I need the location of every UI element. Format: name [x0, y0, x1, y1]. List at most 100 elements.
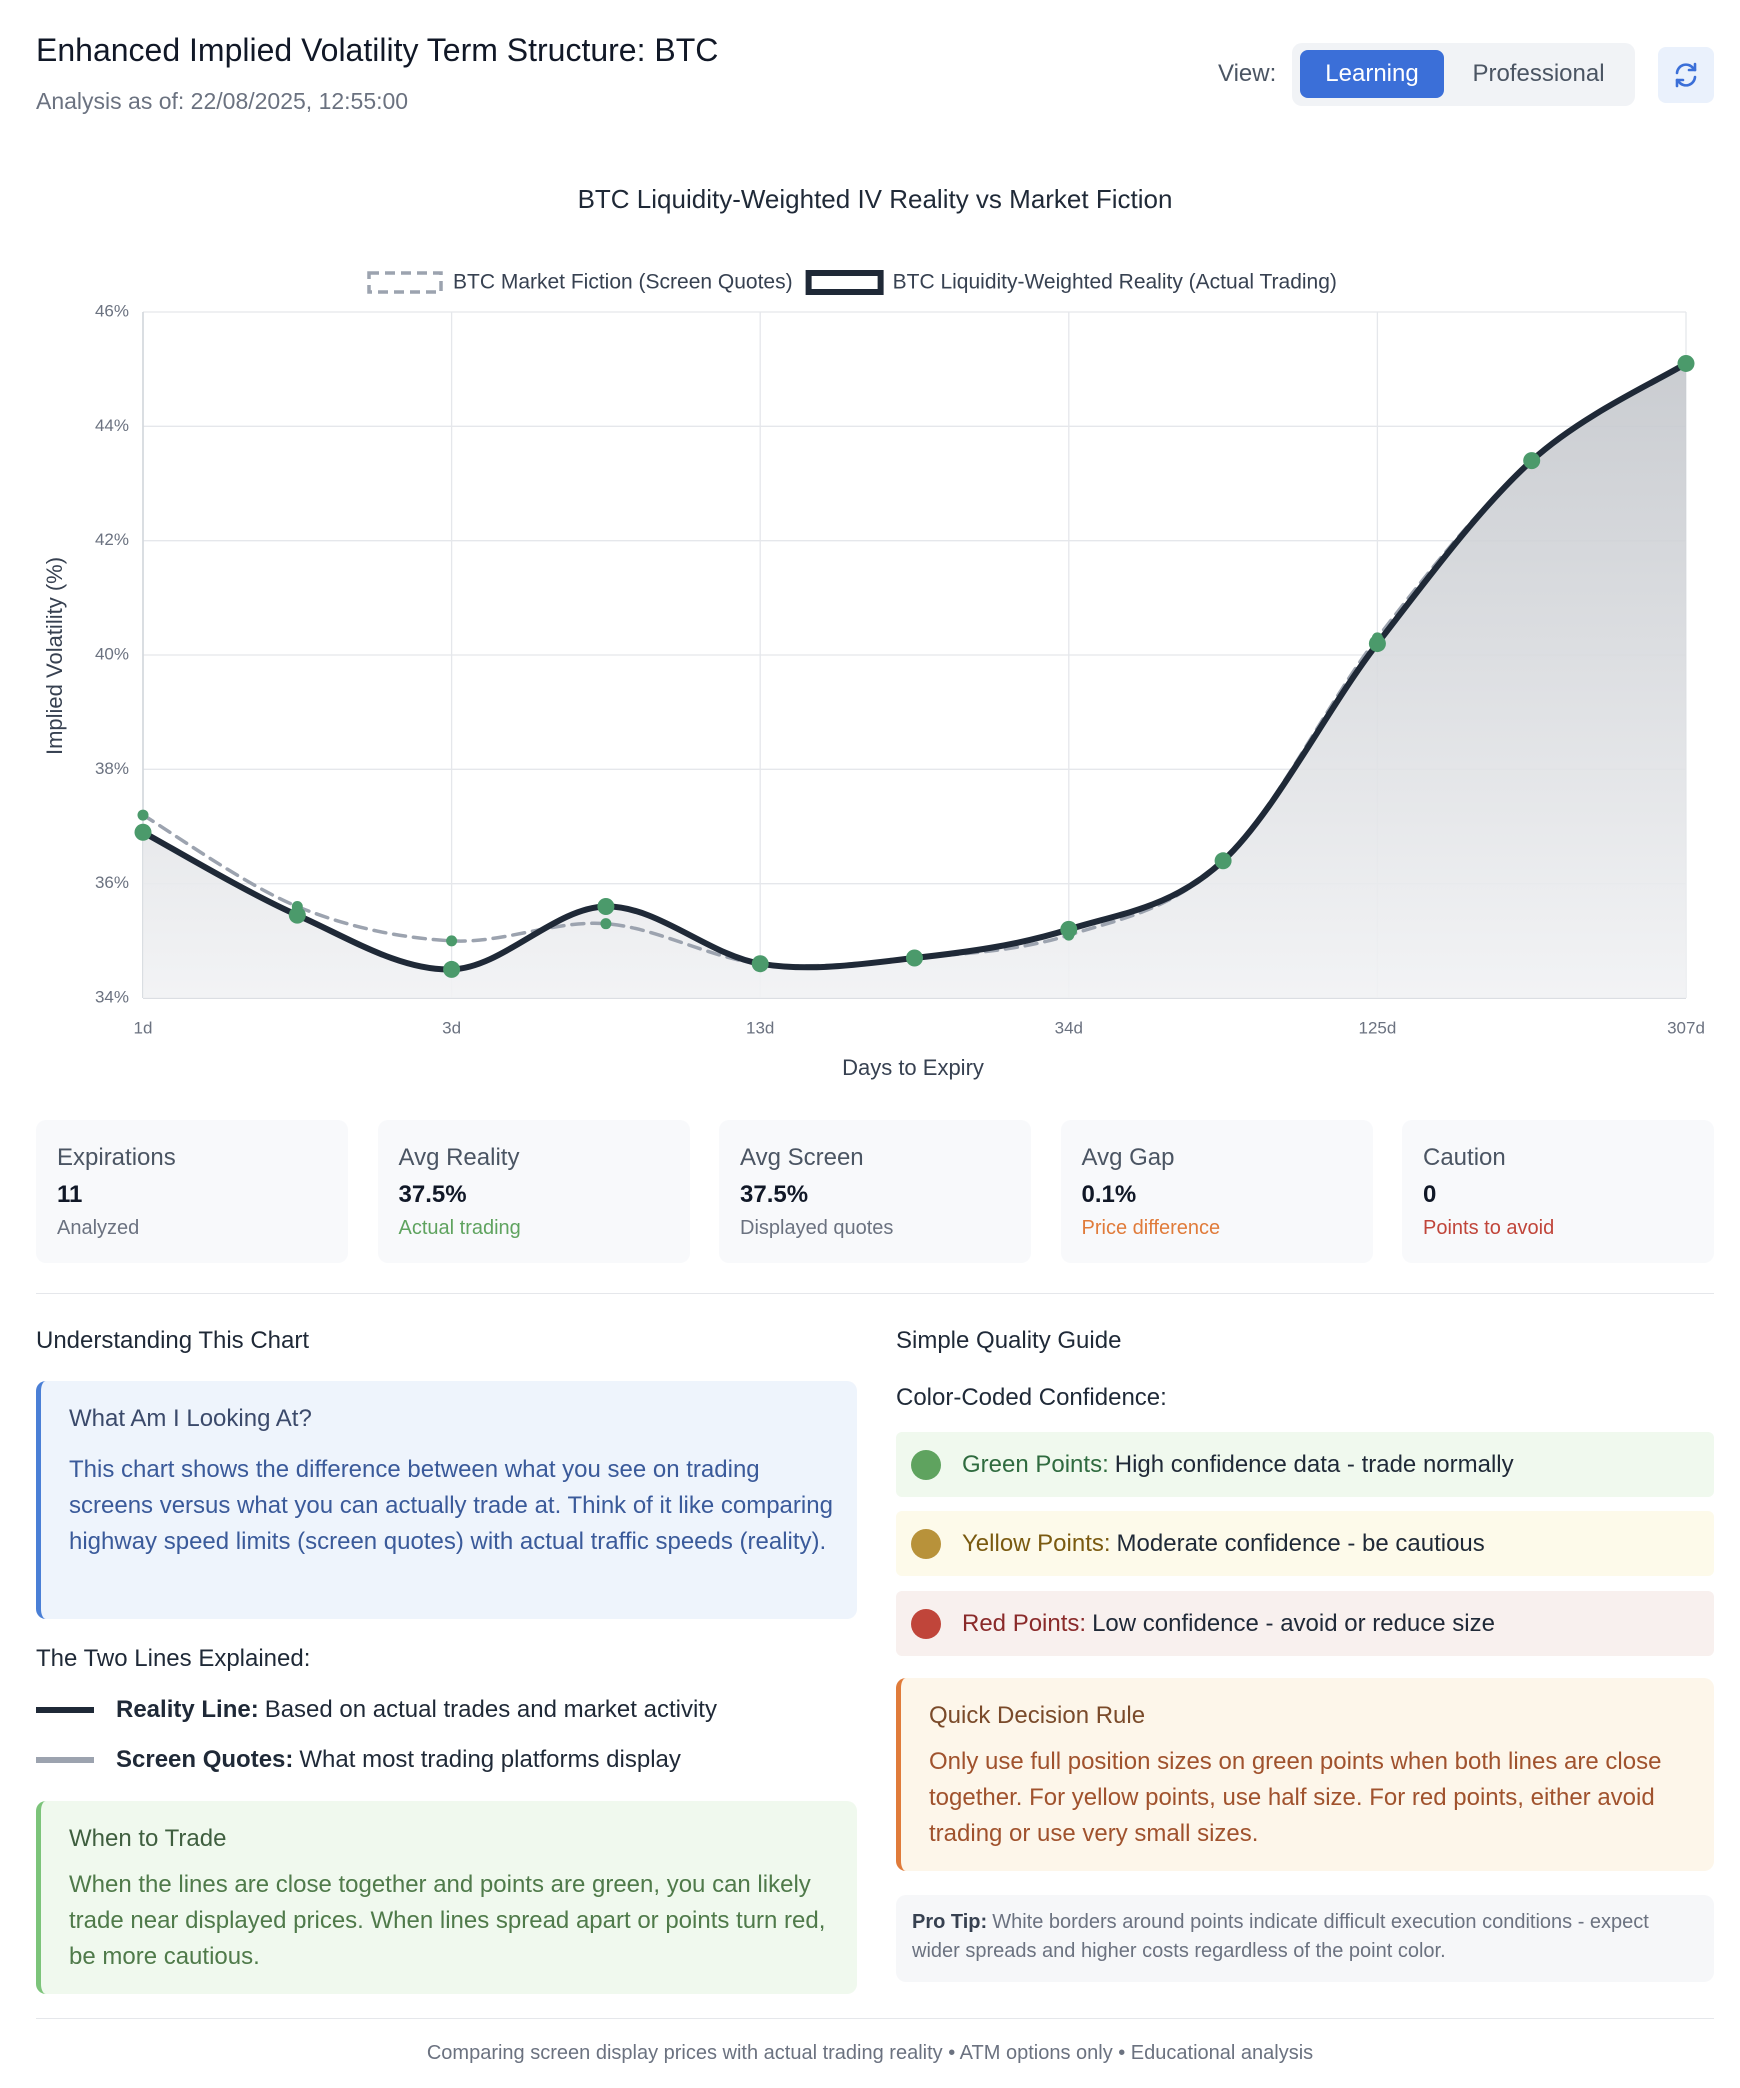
stat-note: Price difference: [1081, 1217, 1221, 1239]
pro-tip-body: White borders around points indicate dif…: [912, 1911, 1649, 1962]
divider: [36, 1293, 1714, 1294]
legend-label: BTC Liquidity-Weighted Reality (Actual T…: [893, 271, 1337, 294]
section-title: Simple Quality Guide: [896, 1327, 1122, 1354]
stat-label: Avg Gap: [1081, 1144, 1175, 1171]
stat-value: 37.5%: [398, 1181, 467, 1208]
page-title: Enhanced Implied Volatility Term Structu…: [36, 32, 719, 68]
stat-note: Analyzed: [57, 1217, 140, 1239]
stat-value: 0: [1423, 1181, 1437, 1208]
divider: [36, 2018, 1714, 2019]
y-tick-label: 40%: [95, 644, 129, 663]
y-tick-label: 46%: [95, 301, 129, 320]
data-point: [1368, 635, 1386, 653]
x-tick-label: 13d: [746, 1018, 774, 1037]
chart: BTC Liquidity-Weighted IV Reality vs Mar…: [42, 184, 1705, 1080]
quality-row: Red Points: Low confidence - avoid or red…: [896, 1591, 1714, 1656]
info-box: What Am I Looking At? This chart shows t…: [36, 1381, 857, 1619]
quality-label: Green Points:: [962, 1451, 1109, 1478]
trade-box: When to Trade When the lines are close t…: [36, 1801, 857, 1994]
pro-tip-text: Pro Tip: White borders around points indi…: [912, 1908, 1694, 1966]
line-label: Reality Line:: [116, 1696, 259, 1723]
stat-card: Avg Gap 0.1% Price difference: [1060, 1120, 1373, 1263]
footer: Comparing screen display prices with act…: [426, 2042, 1314, 2064]
pro-tip: Pro Tip: White borders around points indi…: [896, 1895, 1714, 1982]
stat-value: 37.5%: [740, 1181, 809, 1208]
box-text: Only use full position sizes on green po…: [929, 1748, 1662, 1847]
section-title: Understanding This Chart: [36, 1327, 310, 1354]
quality-label: Yellow Points:: [962, 1530, 1111, 1557]
line-text: What most trading platforms display: [299, 1746, 681, 1773]
area-fill: [143, 363, 1686, 998]
x-tick-label: 307d: [1667, 1018, 1705, 1037]
quality-dot: [911, 1450, 941, 1480]
decision-box: Quick Decision Rule Only use full positi…: [896, 1678, 1714, 1871]
x-tick-label: 34d: [1055, 1018, 1083, 1037]
data-point: [446, 935, 458, 947]
stat-value: 11: [57, 1181, 83, 1208]
data-point: [597, 898, 615, 916]
series-line: [140, 360, 1689, 973]
screen-swatch: [36, 1757, 94, 1763]
pro-tip-label: Pro Tip:: [912, 1911, 988, 1933]
line-label: Screen Quotes:: [116, 1746, 294, 1773]
quality-dot: [911, 1609, 941, 1639]
quality-text: Low confidence - avoid or reduce size: [1092, 1610, 1495, 1637]
data-point: [1523, 452, 1541, 470]
chart-title: BTC Liquidity-Weighted IV Reality vs Mar…: [578, 184, 1173, 214]
stat-label: Avg Reality: [398, 1144, 520, 1171]
data-point: [751, 955, 769, 973]
legend-swatch: [367, 271, 443, 294]
stat-value: 0.1%: [1081, 1181, 1137, 1208]
stat-note: Actual trading: [398, 1217, 521, 1239]
data-point: [1060, 920, 1078, 938]
box-text: When the lines are close together and po…: [69, 1871, 826, 1970]
data-point: [1214, 852, 1232, 870]
stat-label: Caution: [1423, 1144, 1506, 1171]
stat-card: Expirations 11 Analyzed: [36, 1120, 348, 1263]
stat-label: Expirations: [57, 1144, 176, 1171]
line-text: Based on actual trades and market activi…: [264, 1696, 717, 1723]
line-item: Reality Line: Based on actual trades and …: [116, 1696, 717, 1724]
line-item: Screen Quotes: What most trading platform…: [116, 1746, 681, 1774]
quality-row: Green Points: High confidence data - trad…: [896, 1432, 1714, 1497]
data-point: [1677, 354, 1695, 372]
y-axis-title: Implied Volatility (%): [42, 557, 67, 755]
x-tick-label: 125d: [1358, 1018, 1396, 1037]
reality-swatch: [36, 1707, 94, 1713]
stat-card: Caution 0 Points to avoid: [1402, 1120, 1714, 1263]
learning-button[interactable]: Learning: [1300, 50, 1444, 98]
y-tick-label: 36%: [95, 873, 129, 892]
legend-swatch: [805, 270, 884, 295]
data-point: [137, 809, 149, 821]
data-point: [906, 949, 923, 967]
page-subtitle: Analysis as of: 22/08/2025, 12:55:00: [36, 88, 409, 114]
y-tick-label: 44%: [95, 416, 129, 435]
quality-text: Moderate confidence - be cautious: [1116, 1530, 1485, 1557]
box-title: What Am I Looking At?: [69, 1405, 312, 1432]
professional-button[interactable]: Professional: [1472, 60, 1605, 87]
x-tick-label: 1d: [134, 1018, 153, 1037]
stat-card: Avg Screen 37.5% Displayed quotes: [719, 1120, 1031, 1263]
stat-card: Avg Reality 37.5% Actual trading: [377, 1120, 690, 1263]
quality-text: High confidence data - trade normally: [1114, 1451, 1514, 1478]
box-title: Quick Decision Rule: [929, 1702, 1146, 1729]
refresh-button[interactable]: [1658, 47, 1714, 103]
data-point: [600, 918, 612, 930]
box-title: When to Trade: [69, 1825, 227, 1852]
y-tick-label: 34%: [95, 987, 129, 1006]
x-axis-title: Days to Expiry: [842, 1055, 984, 1080]
data-point: [288, 906, 306, 924]
data-point: [134, 823, 152, 841]
stat-label: Avg Screen: [740, 1144, 864, 1171]
x-tick-label: 3d: [442, 1018, 461, 1037]
legend-label: BTC Market Fiction (Screen Quotes): [453, 271, 793, 294]
quality-dot: [911, 1529, 941, 1559]
stat-note: Displayed quotes: [740, 1217, 894, 1239]
box-text: This chart shows the difference between …: [69, 1456, 833, 1555]
stat-note: Points to avoid: [1423, 1217, 1555, 1239]
quality-label: Red Points:: [962, 1610, 1087, 1637]
section-subtitle: Color-Coded Confidence:: [896, 1384, 1167, 1411]
section-title: The Two Lines Explained:: [36, 1645, 311, 1672]
quality-row: Yellow Points: Moderate confidence - be c…: [896, 1511, 1714, 1576]
